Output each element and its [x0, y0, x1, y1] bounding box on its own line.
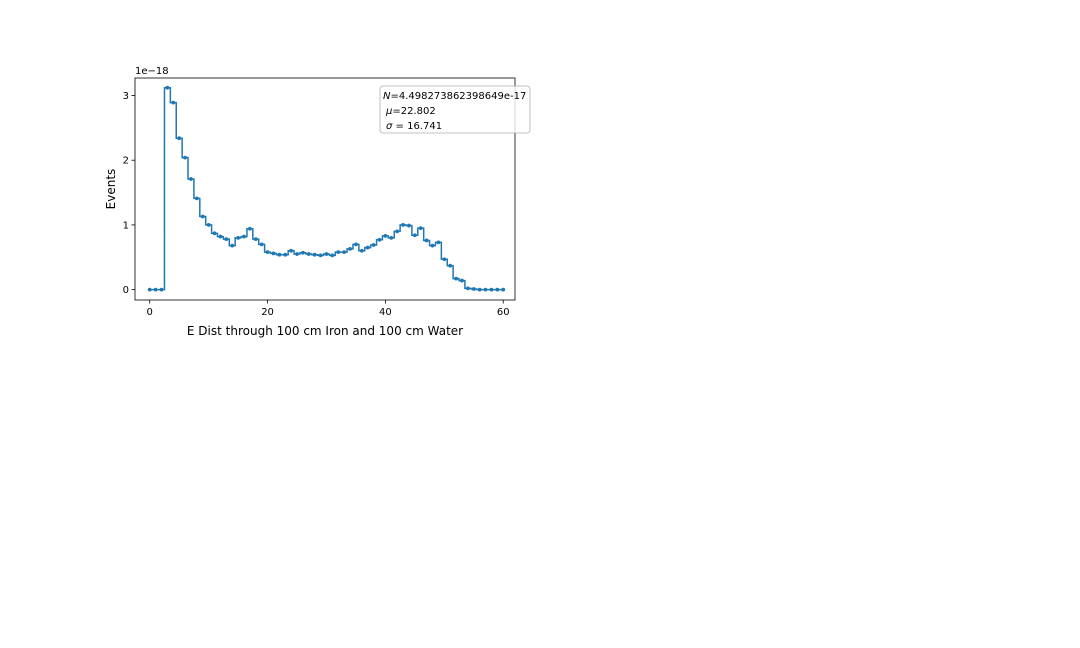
data-point	[460, 278, 464, 283]
data-point	[465, 286, 470, 291]
stats-n-symbol: N	[383, 91, 391, 102]
data-point	[407, 223, 411, 228]
data-point	[218, 234, 223, 239]
data-point	[359, 248, 364, 253]
data-point	[183, 155, 187, 160]
plot-area-frame	[134, 77, 516, 301]
data-point	[147, 287, 152, 292]
y-axis-ticks: 0 1 2 3	[123, 91, 135, 296]
stats-sigma-value: = 16.741	[392, 121, 442, 132]
data-point	[301, 250, 305, 255]
stats-mu-value: =22.802	[392, 106, 435, 117]
data-point	[501, 287, 506, 292]
data-point	[165, 85, 170, 90]
data-point	[342, 250, 347, 255]
data-point	[159, 287, 164, 292]
data-point	[312, 252, 317, 257]
data-point	[371, 243, 376, 247]
data-point	[277, 252, 282, 257]
data-point	[401, 223, 405, 227]
y-tick-label: 0	[123, 285, 129, 296]
y-axis-offset-label: 1e−18	[135, 66, 169, 77]
data-point	[189, 177, 193, 181]
stats-n-value: =4.498273862398649e-17	[390, 91, 526, 102]
stats-legend-frame	[379, 85, 531, 134]
data-point	[436, 240, 441, 245]
data-point	[259, 242, 264, 247]
data-point	[153, 287, 158, 292]
data-point	[442, 257, 447, 262]
data-point	[271, 251, 276, 256]
data-point	[395, 229, 400, 234]
data-point	[489, 287, 494, 292]
data-point	[289, 248, 294, 253]
y-tick-label: 2	[123, 156, 129, 167]
data-point	[483, 287, 488, 292]
data-point	[265, 250, 270, 255]
stats-n-text: N=4.498273862398649e-17	[383, 91, 526, 102]
data-point	[194, 196, 199, 201]
data-point	[412, 233, 417, 238]
data-point	[330, 253, 335, 258]
data-point	[383, 234, 388, 238]
data-point	[471, 287, 476, 291]
data-point	[224, 237, 229, 242]
data-point	[354, 242, 358, 247]
data-point	[206, 223, 211, 227]
data-point	[365, 245, 370, 250]
data-point	[418, 226, 423, 231]
data-point	[242, 234, 246, 239]
stats-sigma-symbol: σ	[386, 121, 393, 132]
data-point	[389, 235, 394, 240]
x-tick-label: 20	[261, 307, 274, 318]
stats-mu-text: μ=22.802	[385, 106, 436, 117]
data-point	[318, 253, 323, 258]
y-tick-label: 3	[123, 91, 129, 102]
series-points	[147, 85, 506, 292]
data-point	[348, 246, 352, 251]
data-point	[306, 252, 311, 256]
stats-mu-symbol: μ	[385, 106, 392, 117]
x-tick-label: 40	[379, 307, 392, 318]
data-point	[377, 237, 382, 242]
data-point	[283, 252, 288, 257]
data-point	[177, 136, 182, 141]
data-point	[200, 214, 205, 219]
data-point	[336, 250, 341, 255]
stats-legend-box: N=4.498273862398649e-17 μ=22.802 σ = 16.…	[379, 85, 531, 134]
y-axis-label: Events	[104, 169, 118, 210]
data-point	[295, 252, 299, 256]
data-point	[236, 235, 241, 240]
data-point	[253, 237, 258, 242]
data-point	[171, 100, 176, 105]
data-point	[477, 287, 482, 292]
stats-sigma-text: σ = 16.741	[386, 121, 442, 132]
data-point	[230, 243, 235, 248]
data-point	[324, 252, 329, 256]
data-point	[495, 287, 500, 292]
data-point	[430, 243, 435, 248]
y-tick-label: 1	[123, 220, 129, 231]
data-point	[448, 263, 453, 268]
data-point	[454, 276, 458, 281]
x-tick-label: 60	[497, 307, 510, 318]
x-tick-label: 0	[147, 307, 153, 318]
data-point	[424, 238, 429, 243]
data-point	[212, 231, 217, 236]
data-point	[247, 226, 252, 231]
x-axis-label: E Dist through 100 cm Iron and 100 cm Wa…	[187, 324, 463, 338]
x-axis-ticks: 0 20 40 60	[147, 300, 510, 318]
